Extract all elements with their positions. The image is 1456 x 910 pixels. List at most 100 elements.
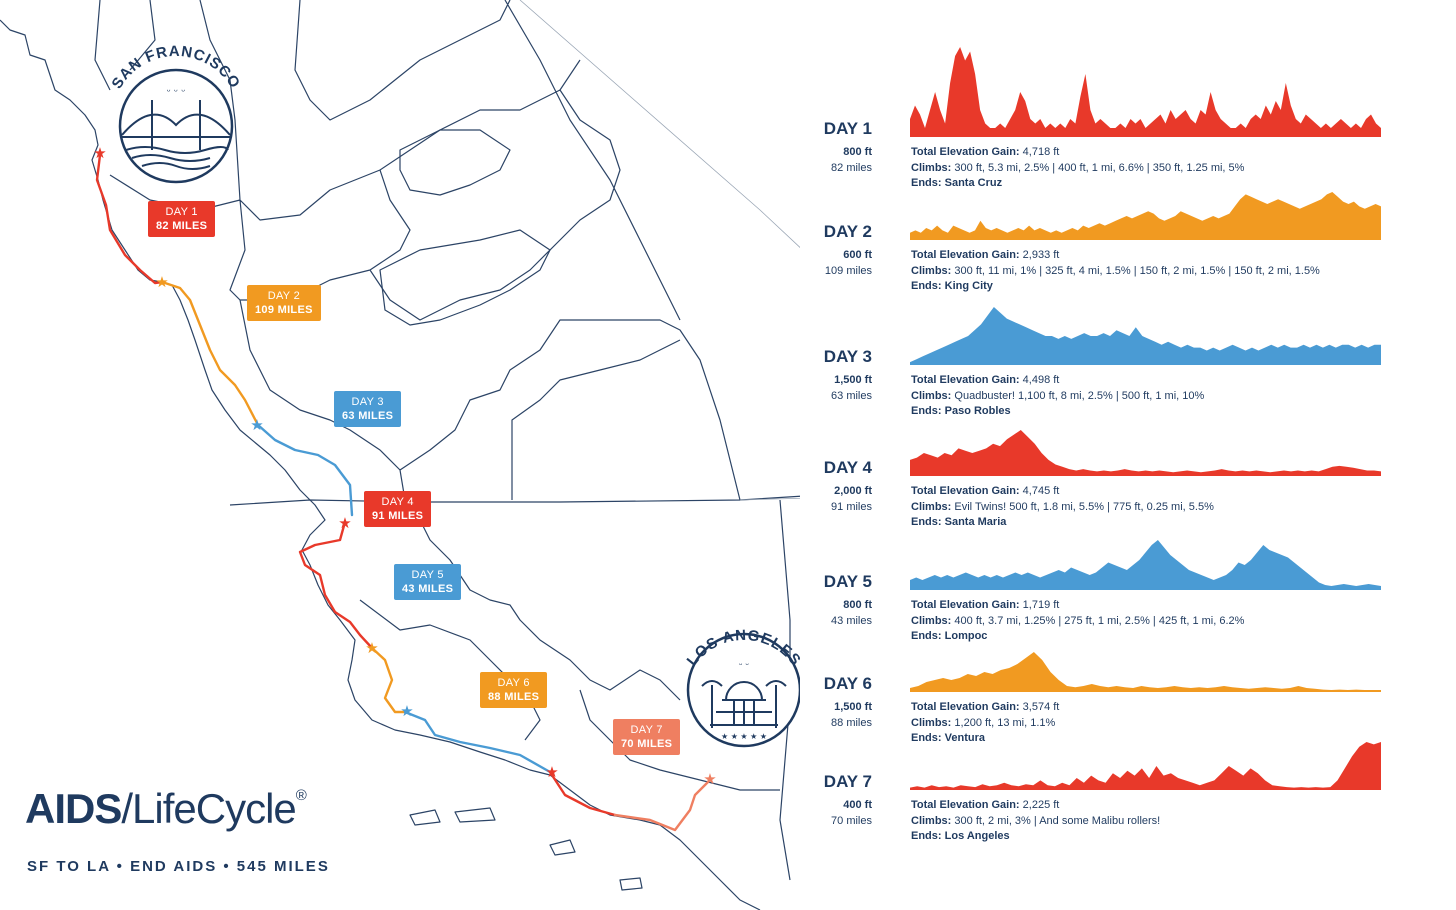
- birds-icon: ᵕ ᵕ: [739, 661, 750, 671]
- gain-line-value: 4,498 ft: [1022, 374, 1060, 386]
- badge-miles-label: 43 MILES: [402, 583, 454, 595]
- day-title: DAY 6: [823, 674, 872, 693]
- day-row-5: DAY 5 800 ft 43 miles Total Elevation Gain:…: [800, 538, 1400, 646]
- map-badge-day-7: DAY 7 70 MILES: [613, 719, 681, 755]
- gain-line-value: 3,574 ft: [1022, 701, 1060, 713]
- ends-line: Ends: Santa Maria: [911, 515, 1214, 531]
- day-miles: 70 miles: [831, 815, 872, 827]
- badge-miles-label: 63 MILES: [342, 410, 394, 422]
- badge-miles-label: 82 MILES: [156, 220, 208, 232]
- star-icon: ★: [338, 514, 351, 532]
- climbs-line-label: Climbs:: [911, 500, 952, 513]
- map-badge-day-3: DAY 3 63 MILES: [334, 391, 402, 427]
- coastline: [0, 19, 761, 910]
- elevation-profile: [910, 742, 1381, 790]
- day-max-elevation: 1,500 ft: [834, 701, 872, 713]
- climbs-line-label: Climbs:: [911, 814, 952, 827]
- climbs-line: Climbs: Evil Twins! 500 ft, 1.8 mi, 5.5%…: [911, 500, 1214, 516]
- ends-line: Ends: Lompoc: [911, 629, 1244, 645]
- gain-line-value: 2,225 ft: [1022, 799, 1060, 811]
- day-title: DAY 7: [823, 772, 872, 791]
- day-row-7: DAY 7 400 ft 70 miles Total Elevation Gain:…: [800, 740, 1400, 848]
- star-icon: ★: [250, 416, 263, 434]
- day-info: Total Elevation Gain: 2,225 ft Climbs: 30…: [911, 798, 1160, 845]
- ends-line-label: Ends:: [911, 516, 942, 528]
- day-row-1: DAY 1 800 ft 82 miles Total Elevation Gain:…: [800, 45, 1400, 189]
- ends-line-value: Santa Cruz: [944, 177, 1003, 189]
- stars-row-icon: ★ ★ ★ ★ ★: [721, 732, 767, 741]
- day-max-elevation: 800 ft: [843, 146, 872, 158]
- inset-guide: [519, 0, 800, 501]
- brand-bold: AIDS: [25, 785, 122, 832]
- elevation-area: [910, 430, 1381, 476]
- elevation-area: [910, 192, 1381, 240]
- ends-line: Ends: Paso Robles: [911, 404, 1204, 420]
- climbs-line-value: 300 ft, 5.3 mi, 2.5% | 400 ft, 1 mi, 6.6…: [954, 161, 1245, 174]
- gain-line: Total Elevation Gain: 4,745 ft: [911, 484, 1214, 500]
- day-info: Total Elevation Gain: 3,574 ft Climbs: 1,…: [911, 700, 1059, 747]
- day-miles: 43 miles: [831, 615, 872, 627]
- ends-line: Ends: Los Angeles: [911, 829, 1160, 845]
- star-icon: ★: [400, 702, 413, 720]
- ends-line-value: Ventura: [944, 732, 985, 744]
- day-miles: 91 miles: [831, 501, 872, 513]
- climbs-line-value: Evil Twins! 500 ft, 1.8 mi, 5.5% | 775 f…: [954, 500, 1214, 513]
- climbs-line-value: 1,200 ft, 13 mi, 1.1%: [954, 716, 1056, 729]
- badge-day-label: DAY 3: [351, 396, 384, 408]
- route-day-4: [298, 520, 374, 650]
- day-info: Total Elevation Gain: 4,718 ft Climbs: 30…: [911, 145, 1244, 192]
- ends-line-label: Ends:: [911, 405, 942, 417]
- badge-day-label: DAY 5: [411, 569, 444, 581]
- day-row-3: DAY 3 1,500 ft 63 miles Total Elevation Gai…: [800, 305, 1400, 417]
- climbs-line-value: 300 ft, 11 mi, 1% | 325 ft, 4 mi, 1.5% |…: [954, 264, 1320, 277]
- gain-line-value: 1,719 ft: [1022, 599, 1060, 611]
- gain-line: Total Elevation Gain: 3,574 ft: [911, 700, 1059, 716]
- badge-day-label: DAY 4: [381, 496, 414, 508]
- map-badge-day-6: DAY 6 88 MILES: [480, 672, 548, 708]
- los-angeles-emblem: LOS ANGELES ★ ★ ★ ★ ★ ᵕ ᵕ: [684, 627, 800, 748]
- map-badge-day-1: DAY 1 82 MILES: [148, 201, 216, 237]
- bay-shape: [379, 229, 551, 326]
- climbs-line-label: Climbs:: [911, 264, 952, 277]
- ends-line-value: Los Angeles: [944, 830, 1010, 842]
- climbs-line-label: Climbs:: [911, 614, 952, 627]
- climbs-line-label: Climbs:: [911, 161, 952, 174]
- elevation-profile: [910, 540, 1381, 590]
- day-miles: 82 miles: [831, 162, 872, 174]
- gain-line: Total Elevation Gain: 1,719 ft: [911, 598, 1244, 614]
- day-info: Total Elevation Gain: 1,719 ft Climbs: 40…: [911, 598, 1244, 645]
- day-max-elevation: 600 ft: [843, 249, 872, 261]
- ends-line-label: Ends:: [911, 830, 942, 842]
- gain-line-value: 2,933 ft: [1022, 249, 1060, 261]
- ends-line-value: Paso Robles: [944, 405, 1011, 417]
- climbs-line: Climbs: 1,200 ft, 13 mi, 1.1%: [911, 716, 1059, 732]
- gain-line-label: Total Elevation Gain:: [911, 799, 1020, 811]
- route-day-7b: [613, 778, 712, 832]
- birds-icon: ᵕ ᵕ ᵕ: [167, 87, 186, 98]
- tagline: SF TO LA • END AIDS • 545 MILES: [27, 858, 330, 875]
- day-info: Total Elevation Gain: 4,498 ft Climbs: Qu…: [911, 373, 1204, 420]
- day-row-2: DAY 2 600 ft 109 miles Total Elevation Gain…: [800, 190, 1400, 298]
- san-francisco-emblem: SAN FRANCISCO ᵕ ᵕ ᵕ: [108, 43, 243, 184]
- aids-lifecycle-logo: AIDS/LifeCycle® SF TO LA • END AIDS • 54…: [25, 785, 328, 876]
- badge-day-label: DAY 2: [267, 290, 300, 302]
- route-day-6: [403, 710, 552, 774]
- day-max-elevation: 800 ft: [843, 599, 872, 611]
- day-max-elevation: 400 ft: [843, 799, 872, 811]
- gain-line-label: Total Elevation Gain:: [911, 599, 1020, 611]
- badge-miles-label: 70 MILES: [621, 738, 673, 750]
- gain-line-label: Total Elevation Gain:: [911, 146, 1020, 158]
- elevation-area: [910, 307, 1381, 365]
- day-miles: 109 miles: [824, 265, 872, 277]
- badge-day-label: DAY 1: [165, 206, 198, 218]
- climbs-line-label: Climbs:: [911, 389, 952, 402]
- elevation-profile: [910, 430, 1381, 476]
- badge-miles-label: 91 MILES: [372, 510, 424, 522]
- elevation-profile: [910, 192, 1381, 240]
- climbs-line-label: Climbs:: [911, 716, 952, 729]
- ends-line-label: Ends:: [911, 732, 942, 744]
- route-day-2: [160, 280, 260, 427]
- gain-line: Total Elevation Gain: 4,718 ft: [911, 145, 1244, 161]
- badge-day-label: DAY 7: [630, 724, 663, 736]
- elevation-profile: [910, 652, 1381, 692]
